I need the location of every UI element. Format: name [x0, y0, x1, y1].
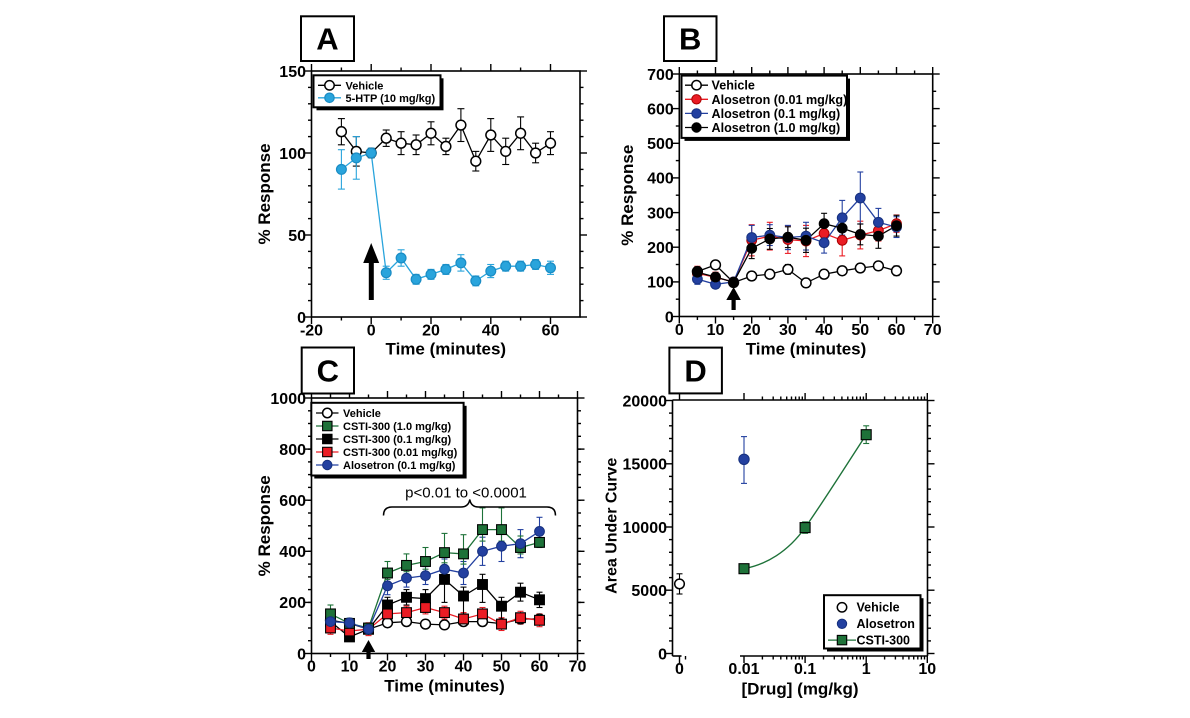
svg-text:60: 60: [542, 323, 560, 340]
svg-text:D: D: [684, 354, 706, 389]
svg-text:Time (minutes): Time (minutes): [384, 677, 505, 696]
svg-text:p<0.01 to <0.0001: p<0.01 to <0.0001: [405, 485, 527, 502]
svg-text:C: C: [317, 354, 339, 389]
svg-text:300: 300: [647, 205, 674, 222]
svg-text:100: 100: [647, 275, 674, 292]
svg-text:% Response: % Response: [255, 475, 274, 576]
svg-text:70: 70: [569, 659, 587, 676]
svg-text:Alosetron (1.0 mg/kg): Alosetron (1.0 mg/kg): [712, 121, 841, 135]
svg-text:200: 200: [279, 595, 306, 612]
svg-text:CSTI-300: CSTI-300: [857, 634, 911, 648]
svg-text:Alosetron (0.1 mg/kg): Alosetron (0.1 mg/kg): [343, 460, 456, 472]
svg-text:10: 10: [341, 659, 359, 676]
svg-text:Vehicle: Vehicle: [346, 80, 384, 92]
svg-text:0: 0: [297, 310, 306, 327]
svg-text:CSTI-300 (1.0 mg/kg): CSTI-300 (1.0 mg/kg): [343, 421, 452, 433]
svg-text:% Response: % Response: [255, 143, 274, 244]
svg-text:15000: 15000: [623, 457, 668, 474]
svg-text:0: 0: [297, 646, 306, 663]
svg-text:70: 70: [924, 322, 942, 339]
svg-text:Vehicle: Vehicle: [343, 408, 381, 420]
svg-text:CSTI-300 (0.1 mg/kg): CSTI-300 (0.1 mg/kg): [343, 434, 452, 446]
svg-text:40: 40: [482, 323, 500, 340]
svg-text:800: 800: [279, 442, 306, 459]
svg-text:700: 700: [647, 67, 674, 84]
svg-text:A: A: [316, 22, 338, 57]
svg-text:150: 150: [279, 64, 306, 81]
svg-text:0: 0: [675, 661, 684, 678]
svg-text:10000: 10000: [623, 520, 668, 537]
svg-text:100: 100: [279, 146, 306, 163]
svg-text:0: 0: [307, 659, 316, 676]
svg-text:-20: -20: [300, 323, 323, 340]
svg-text:[Drug] (mg/kg): [Drug] (mg/kg): [741, 680, 858, 699]
svg-text:20: 20: [379, 659, 397, 676]
svg-text:200: 200: [647, 240, 674, 257]
svg-text:60: 60: [531, 659, 549, 676]
svg-text:50: 50: [851, 322, 869, 339]
svg-text:600: 600: [279, 493, 306, 510]
svg-text:50: 50: [493, 659, 511, 676]
svg-text:5000: 5000: [631, 583, 667, 600]
svg-text:0: 0: [675, 322, 684, 339]
svg-text:40: 40: [455, 659, 473, 676]
svg-text:Alosetron (0.01 mg/kg): Alosetron (0.01 mg/kg): [712, 93, 848, 107]
svg-text:30: 30: [779, 322, 797, 339]
svg-text:0.01: 0.01: [728, 661, 759, 678]
svg-text:0.1: 0.1: [794, 661, 816, 678]
svg-text:10: 10: [918, 661, 936, 678]
svg-text:0: 0: [665, 309, 674, 326]
svg-text:Area Under Curve: Area Under Curve: [604, 458, 621, 594]
svg-text:400: 400: [279, 544, 306, 561]
svg-text:% Response: % Response: [618, 145, 637, 246]
svg-text:5-HTP (10 mg/kg): 5-HTP (10 mg/kg): [346, 93, 436, 105]
svg-text:1: 1: [862, 661, 871, 678]
svg-text:400: 400: [647, 171, 674, 188]
svg-text:500: 500: [647, 136, 674, 153]
svg-text:10: 10: [707, 322, 725, 339]
svg-text:0: 0: [367, 323, 376, 340]
svg-text:30: 30: [417, 659, 435, 676]
svg-text:Vehicle: Vehicle: [857, 601, 900, 615]
svg-text:50: 50: [288, 228, 306, 245]
svg-text:Vehicle: Vehicle: [712, 79, 755, 93]
svg-text:0: 0: [658, 646, 667, 663]
svg-text:20000: 20000: [623, 393, 668, 410]
svg-text:B: B: [679, 22, 701, 57]
svg-text:20: 20: [743, 322, 761, 339]
svg-text:Time (minutes): Time (minutes): [386, 340, 507, 359]
svg-text:600: 600: [647, 101, 674, 118]
svg-text:40: 40: [815, 322, 833, 339]
svg-text:Time (minutes): Time (minutes): [746, 340, 867, 359]
svg-text:Alosetron (0.1 mg/kg): Alosetron (0.1 mg/kg): [712, 107, 841, 121]
svg-text:1000: 1000: [270, 391, 306, 408]
svg-text:60: 60: [888, 322, 906, 339]
svg-text:Alosetron: Alosetron: [857, 617, 915, 631]
svg-text:20: 20: [422, 323, 440, 340]
svg-text:CSTI-300 (0.01 mg/kg): CSTI-300 (0.01 mg/kg): [343, 447, 458, 459]
